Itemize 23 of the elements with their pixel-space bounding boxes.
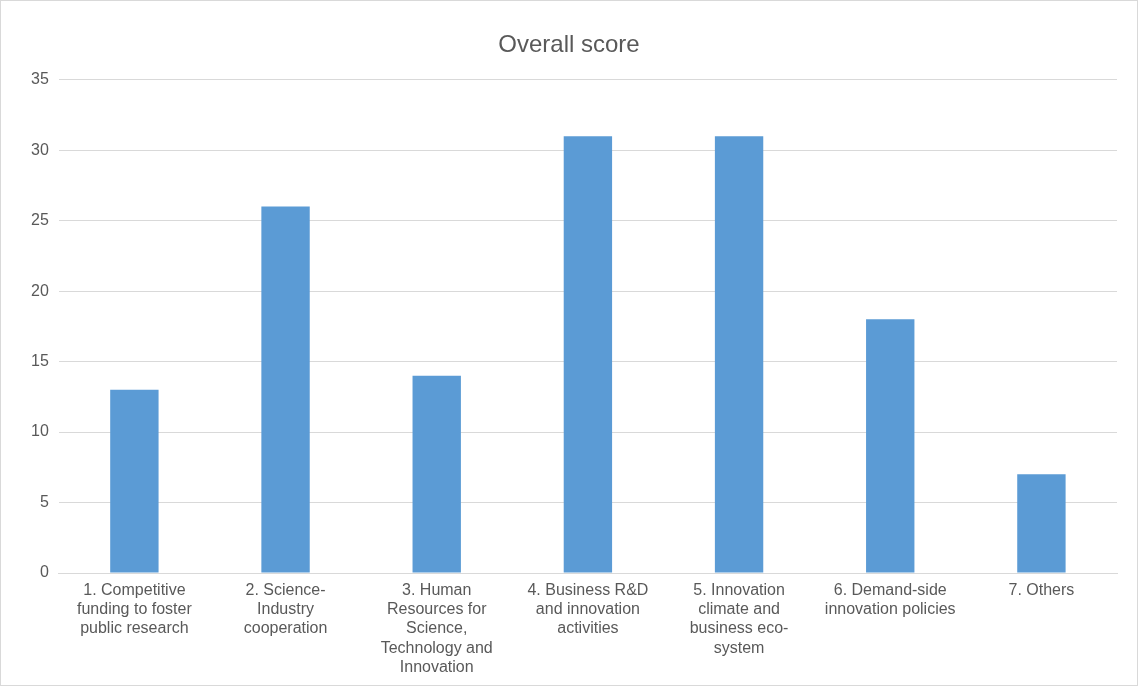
y-tick-label: 5 [39,492,49,510]
bar [563,136,613,573]
y-tick-label: 0 [39,563,49,581]
x-tick-label: 5. Innovation climate and business eco-system [689,581,789,656]
y-tick-label: 15 [31,352,49,370]
x-tick-label: 6. Demand-side innovation policies [824,581,956,618]
bar [412,375,461,573]
chart-title: Overall score [498,30,640,58]
bar [110,389,159,573]
y-tick-label: 10 [31,422,49,440]
y-tick-label: 30 [31,140,49,158]
bar [866,319,915,573]
y-tick-label: 20 [31,281,49,299]
y-tick-label: 25 [31,211,49,229]
x-tick-label: 4. Business R&D and innovation activities [527,581,649,637]
x-tick-label: 1. Competitive funding to foster public research [77,581,193,637]
x-tick-label: 3. Human Resources for Science, Technology and Innovation [380,581,493,675]
bar [261,206,310,573]
x-tick-label: 7. Others [1008,581,1075,599]
x-tick-label: 2. Science-Industry cooperation [243,581,328,637]
bar [714,136,764,573]
y-tick-label: 35 [31,70,49,88]
bar [1017,474,1066,573]
